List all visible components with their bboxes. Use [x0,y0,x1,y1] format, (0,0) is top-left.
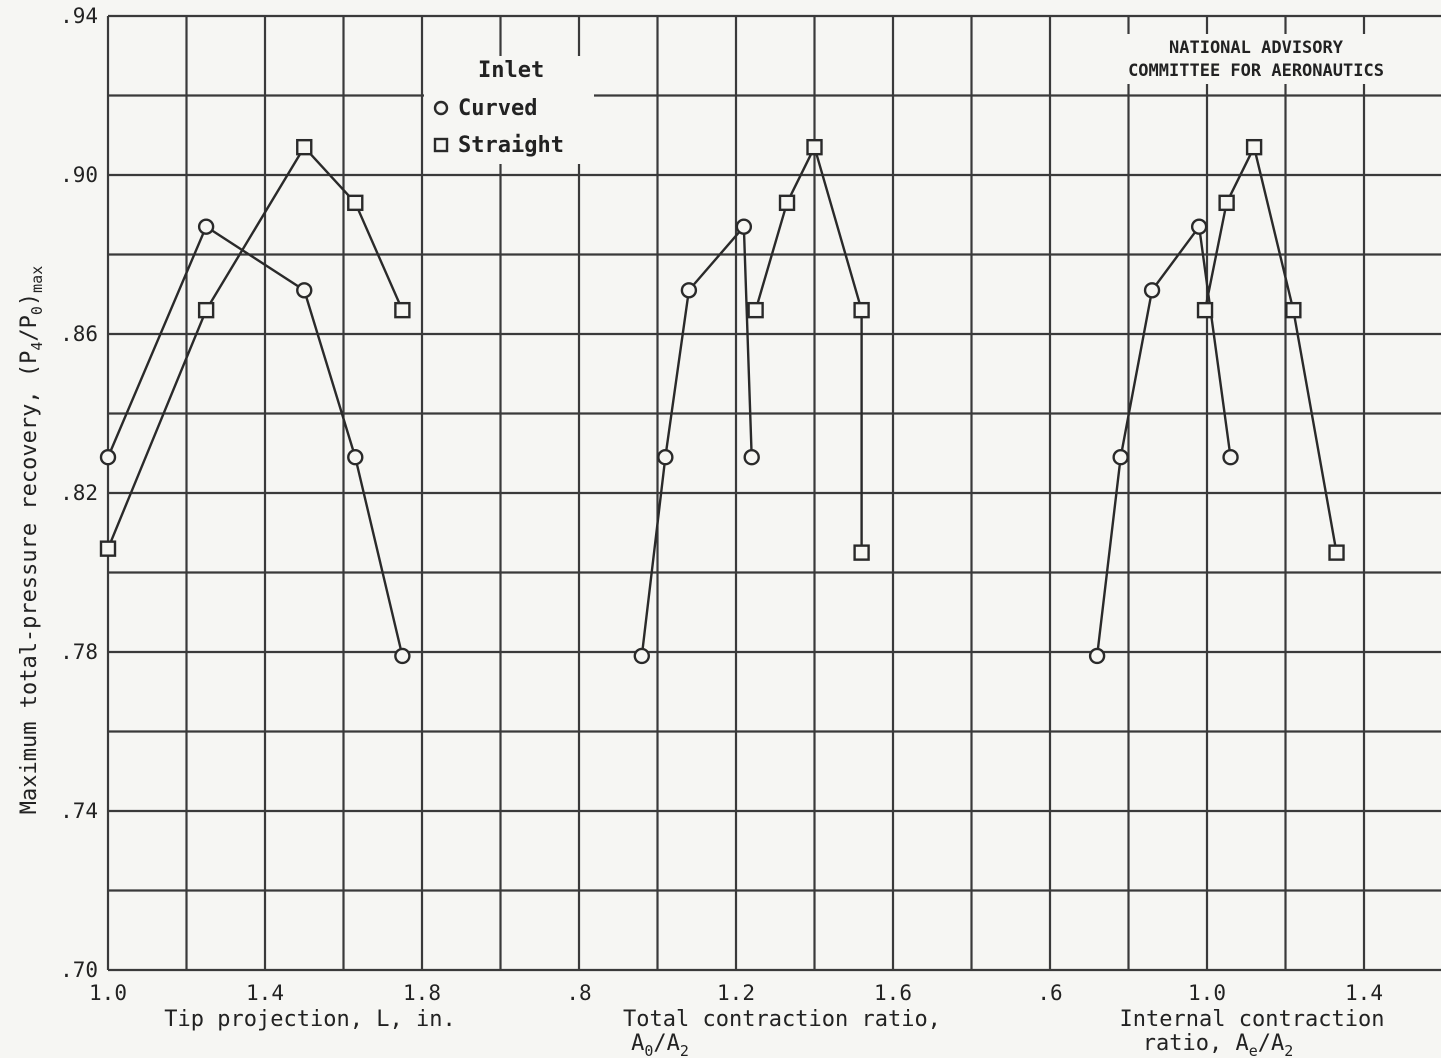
data-point-straight [1285,301,1302,319]
data-point-straight [1328,544,1345,561]
x-axis-label-1: Tip projection, L, in. [164,1007,455,1032]
legend-title: Inlet [478,58,544,83]
data-point-straight [394,301,411,319]
data-point-straight [347,194,364,212]
x-axis-ticks: 1.0 1.4 1.8 .8 1.2 1.6 .6 1.0 1.4 [89,981,1383,1005]
data-point-curved [197,218,215,235]
x-axis-label-2-line2: A0/A2 [631,1031,689,1058]
x-tick-label: .6 [1037,981,1062,1005]
data-point-curved [657,449,674,466]
y-tick-label: .78 [60,640,98,664]
y-tick-label: .70 [60,958,98,982]
data-point-straight [1245,138,1263,156]
x-tick-label: .8 [566,981,591,1005]
data-point-straight [296,138,313,156]
x-tick-label: 1.2 [717,981,755,1005]
x-axis-label-3-line2: ratio, Ae/A2 [1143,1031,1294,1058]
y-tick-label: .82 [60,481,98,505]
legend: Inlet Curved Straight [424,56,594,164]
data-point-curved [743,449,760,466]
y-axis-label: Maximum total-pressure recovery, (P4/P0)… [17,266,46,815]
data-point-curved [394,647,411,665]
data-point-straight [1218,194,1235,212]
series-line-straight [754,145,863,553]
legend-curved: Curved [458,96,537,121]
x-axis-label-2-line1: Total contraction ratio, [623,1007,941,1032]
data-point-straight [853,544,870,561]
x-tick-label: 1.4 [1345,981,1383,1005]
y-tick-label: .74 [60,799,98,823]
data-point-curved [680,282,698,299]
legend-straight: Straight [458,133,564,158]
x-tick-label: 1.8 [403,981,441,1005]
data-point-curved [1190,218,1208,235]
data-point-curved [1088,647,1106,665]
naca-note: NATIONAL ADVISORY COMMITTEE FOR AERONAUT… [1080,34,1430,84]
naca-note-line2: COMMITTEE FOR AERONAUTICS [1128,61,1384,81]
data-point-straight [747,301,764,319]
x-tick-label: 1.0 [89,981,127,1005]
y-axis-ticks: .70 .74 .78 .82 .86 .90 .94 [60,4,98,982]
y-tick-label: .86 [60,322,98,346]
legend-circle-marker [433,100,449,116]
data-point-straight [99,540,117,557]
chart-series [99,138,1345,665]
y-tick-label: .90 [60,163,98,187]
naca-note-line1: NATIONAL ADVISORY [1169,38,1344,58]
data-point-curved [735,218,753,235]
data-point-straight [197,301,215,319]
data-point-curved [99,449,117,466]
data-point-straight [1196,301,1214,319]
legend-square-marker [433,137,449,153]
data-point-curved [1143,282,1161,299]
x-tick-label: 1.6 [874,981,912,1005]
x-tick-label: 1.4 [246,981,284,1005]
data-point-curved [347,449,364,466]
series-line-curved [1095,225,1232,657]
chart-grid [106,14,1441,972]
x-axis-label-3-line1: Internal contraction [1120,1007,1385,1032]
data-point-straight [806,138,823,156]
data-point-curved [1222,449,1239,466]
data-point-curved [633,647,650,665]
x-tick-label: 1.0 [1188,981,1226,1005]
data-point-straight [853,301,870,319]
y-tick-label: .94 [60,4,98,28]
data-point-straight [778,194,796,212]
data-point-curved [1112,449,1129,466]
data-point-curved [296,282,313,299]
